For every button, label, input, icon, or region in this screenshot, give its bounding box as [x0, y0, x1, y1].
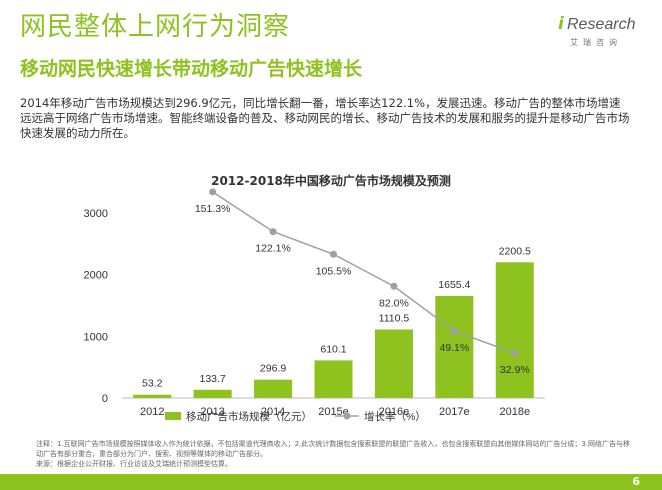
logo-i-mark: i: [558, 14, 564, 34]
x-tick-label: 2017e: [439, 406, 470, 418]
bar-value-label: 133.7: [200, 373, 226, 385]
bar-value-label: 610.1: [320, 343, 346, 355]
legend-bar-label: 移动广告市场规模（亿元）: [186, 410, 312, 423]
y-tick-label: 3000: [84, 208, 108, 220]
bar: [193, 389, 232, 398]
bar: [133, 394, 172, 398]
growth-rate-label: 32.9%: [500, 364, 530, 376]
y-tick-label: 0: [102, 393, 108, 405]
y-tick-label: 2000: [84, 270, 108, 282]
footnote-notes: 注释：1.互联网广告市场规模按照媒体收入作为统计依据，不包括渠道代理商收入；2.…: [36, 440, 631, 458]
x-tick-label: 2014: [261, 406, 285, 418]
bar: [435, 295, 474, 398]
growth-rate-label: 82.0%: [379, 297, 409, 309]
legend-bar-swatch: [165, 412, 181, 420]
summary-paragraph: 2014年移动广告市场规模达到296.9亿元，同比增长翻一番，增长率达122.1…: [20, 96, 630, 140]
logo-wordmark: Research: [567, 16, 636, 33]
y-tick-label: 1000: [84, 331, 108, 343]
bar-value-label: 296.9: [260, 363, 286, 375]
bar: [495, 262, 534, 398]
growth-rate-line: [212, 191, 516, 354]
market-size-chart: 0 1000 2000 3000 53.2 2012 133.7 2013 296.9 2014 6…: [84, 188, 545, 423]
bar-value-label: 1110.5: [379, 313, 410, 325]
footnote: 注释：1.互联网广告市场规模按照媒体收入作为统计依据，不包括渠道代理商收入；2.…: [36, 439, 636, 469]
bar-value-label: 2200.5: [499, 245, 531, 257]
logo-chinese-name: 艾瑞咨询: [570, 38, 622, 47]
growth-rate-marker: [390, 282, 398, 290]
iresearch-logo: i Research 艾瑞咨询: [556, 14, 636, 50]
slide-title: 网民整体上网行为洞察: [20, 12, 291, 42]
footer-bar: 6: [0, 474, 662, 490]
legend-line-label: 增长率（%）: [364, 410, 426, 423]
bar: [314, 360, 353, 398]
chart-title: 2012-2018年中国移动广告市场规模及预测: [211, 174, 451, 188]
slide-subtitle: 移动网民快速增长带动移动广告快速增长: [20, 58, 363, 80]
growth-rate-label: 122.1%: [255, 243, 291, 255]
page-number: 6: [632, 475, 640, 488]
legend-line-marker: [343, 412, 351, 420]
x-tick-label: 2018e: [499, 406, 530, 418]
growth-rate-marker: [209, 188, 217, 196]
growth-rate-label: 151.3%: [195, 203, 231, 215]
bar: [254, 379, 293, 398]
bar-value-label: 1655.4: [438, 279, 470, 291]
bar: [374, 329, 413, 398]
growth-rate-marker: [511, 349, 519, 357]
x-tick-label: 2015e: [318, 406, 349, 418]
growth-rate-marker: [450, 327, 458, 335]
growth-rate-label: 105.5%: [316, 265, 352, 277]
x-tick-label: 2016e: [379, 406, 410, 418]
growth-rate-label: 49.1%: [439, 342, 469, 354]
footnote-source: 来源：根据企业公开财报、行业访谈及艾瑞统计预测模型估算。: [36, 460, 232, 468]
x-tick-label: 2012: [140, 406, 164, 418]
bar-value-label: 53.2: [142, 378, 163, 390]
growth-rate-marker: [330, 250, 337, 258]
x-tick-label: 2013: [200, 406, 224, 418]
growth-rate-marker: [269, 228, 277, 236]
